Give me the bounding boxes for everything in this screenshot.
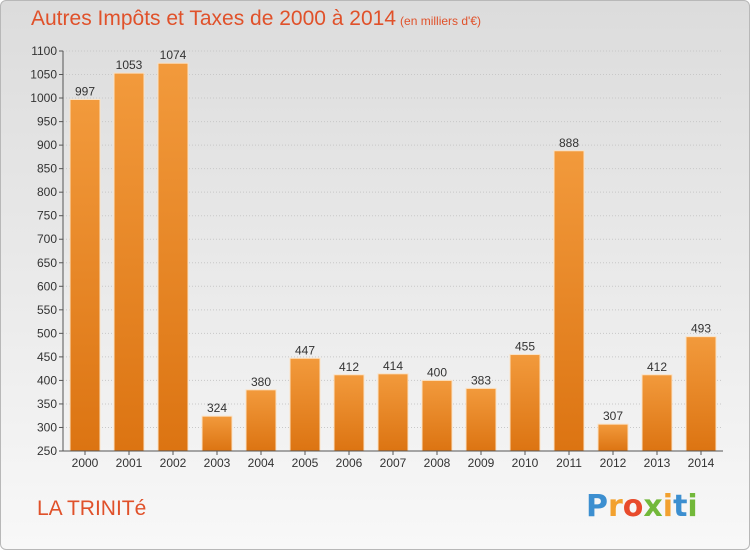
- logo-letter: i: [662, 489, 674, 524]
- y-tick-label: 300: [37, 420, 57, 434]
- data-label-2009: 383: [471, 373, 491, 387]
- y-tick-label: 1000: [30, 91, 57, 105]
- y-tick-label: 750: [37, 209, 57, 223]
- x-tick-label-2000: 2000: [72, 456, 99, 470]
- data-label-2006: 412: [339, 360, 359, 374]
- logo-letter: t: [673, 489, 688, 524]
- y-tick-label: 850: [37, 162, 57, 176]
- x-tick-label-2003: 2003: [204, 456, 231, 470]
- y-tick-label: 250: [37, 444, 57, 458]
- x-tick-label-2002: 2002: [160, 456, 187, 470]
- x-tick-label-2013: 2013: [644, 456, 671, 470]
- x-tick-label-2006: 2006: [336, 456, 363, 470]
- y-tick-label: 800: [37, 185, 57, 199]
- x-tick-label-2012: 2012: [600, 456, 627, 470]
- data-label-2011: 888: [559, 136, 579, 150]
- logo-letter: P: [586, 489, 608, 524]
- data-label-2012: 307: [603, 409, 623, 423]
- y-tick-label: 700: [37, 232, 57, 246]
- logo-letter: r: [608, 489, 623, 524]
- y-tick-label: 950: [37, 115, 57, 129]
- bar-2000: [69, 98, 101, 452]
- axes: 250 300 350 400 450 500 550 600 650 700 750 800 850 9…: [30, 44, 723, 470]
- x-tick-label-2009: 2009: [468, 456, 495, 470]
- bar-2001: [113, 72, 145, 452]
- data-label-2004: 380: [251, 375, 271, 389]
- bar-2004: [245, 389, 277, 452]
- place-name: LA TRINITé: [37, 497, 147, 520]
- proxiti-logo: Proxiti: [586, 489, 698, 524]
- bar-2005: [289, 357, 321, 452]
- x-tick-label-2011: 2011: [556, 456, 582, 470]
- y-tick-label: 900: [37, 138, 57, 152]
- y-tick-label: 1100: [31, 44, 57, 58]
- bar-2012: [597, 423, 629, 452]
- data-label-2005: 447: [295, 343, 315, 357]
- data-label-2013: 412: [647, 360, 667, 374]
- logo-letter: o: [622, 489, 644, 524]
- data-label-2007: 414: [383, 359, 403, 373]
- bar-2008: [421, 379, 453, 452]
- chart-subtitle: (en milliers d'€): [400, 14, 482, 28]
- bar-2002: [157, 62, 189, 452]
- data-label-2008: 400: [427, 365, 447, 379]
- y-tick-label: 1050: [30, 68, 57, 82]
- chart-title-text: Autres Impôts et Taxes de 2000 à 2014: [31, 7, 397, 30]
- bar-2013: [641, 374, 673, 452]
- bars: 997 1053 1074 324 380 447 412 414 400 383 455 888 30…: [69, 48, 717, 452]
- y-tick-label: 450: [37, 350, 57, 364]
- chart-title: Autres Impôts et Taxes de 2000 à 2014 (en…: [31, 7, 481, 31]
- y-tick-label: 550: [37, 303, 57, 317]
- logo-letter: x: [643, 489, 663, 524]
- bar-2010: [509, 354, 541, 452]
- x-tick-label-2004: 2004: [248, 456, 275, 470]
- bar-2014: [685, 336, 717, 452]
- y-tick-label: 500: [37, 326, 57, 340]
- bar-2003: [201, 415, 233, 452]
- data-label-2001: 1053: [116, 58, 143, 72]
- y-tick-label: 400: [37, 373, 57, 387]
- data-label-2002: 1074: [160, 48, 187, 62]
- bar-2009: [465, 387, 497, 452]
- data-label-2003: 324: [207, 401, 227, 415]
- x-tick-label-2008: 2008: [424, 456, 451, 470]
- x-tick-label-2010: 2010: [512, 456, 539, 470]
- y-tick-label: 600: [37, 279, 57, 293]
- x-tick-label-2001: 2001: [116, 456, 143, 470]
- data-label-2010: 455: [515, 340, 535, 354]
- x-tick-label-2005: 2005: [292, 456, 319, 470]
- y-tick-label: 650: [37, 256, 57, 270]
- x-tick-label-2007: 2007: [380, 456, 407, 470]
- x-tick-label-2014: 2014: [688, 456, 715, 470]
- data-label-2014: 493: [691, 322, 711, 336]
- data-label-2000: 997: [75, 84, 95, 98]
- bar-2011: [553, 150, 585, 452]
- bar-2006: [333, 374, 365, 452]
- logo-letter: i: [687, 489, 698, 524]
- y-tick-label: 350: [37, 397, 57, 411]
- bar-2007: [377, 373, 409, 452]
